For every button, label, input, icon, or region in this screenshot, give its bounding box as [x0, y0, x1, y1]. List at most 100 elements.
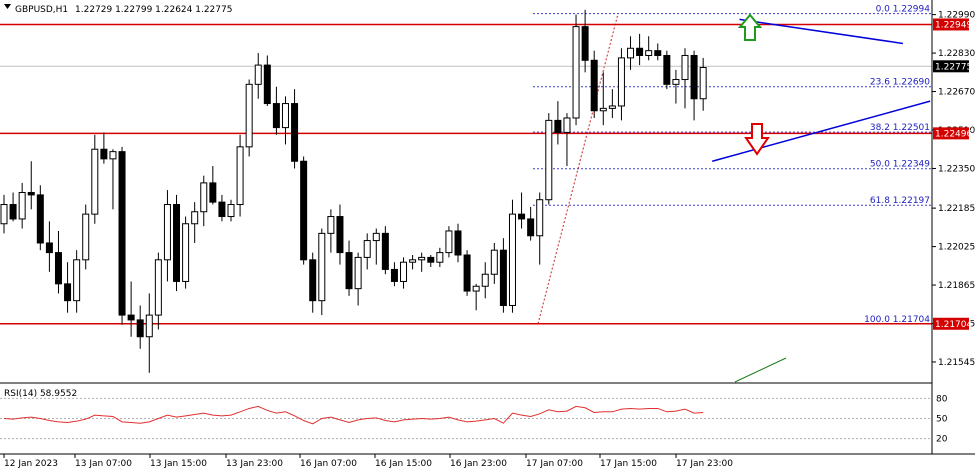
fib-level-label: 23.6 1.22690: [870, 78, 930, 88]
candle-bear: [636, 47, 644, 56]
candle-bull: [545, 119, 553, 201]
candle-bull: [572, 26, 580, 119]
candle-bull: [608, 105, 616, 109]
rsi-tick-label: 50: [936, 415, 948, 425]
candle-bear: [127, 314, 135, 321]
collapse-triangle-icon[interactable]: [4, 4, 11, 9]
candle-bull: [254, 64, 262, 85]
candle-bear: [345, 252, 353, 290]
candle-bear: [36, 194, 44, 244]
candle-bull: [400, 261, 408, 282]
price-tick-label: 1.21545: [938, 358, 975, 368]
candle-bear: [381, 232, 389, 270]
price-tick-label: 1.22025: [938, 243, 975, 253]
candle-bear: [518, 213, 526, 220]
rsi-tick-label: 80: [936, 394, 948, 404]
candle-bear: [427, 256, 435, 263]
candle-bull: [508, 213, 516, 306]
price-tag-box: [933, 60, 969, 73]
price-tag-box: [933, 18, 969, 31]
candle-bull: [191, 211, 199, 225]
candle-bull: [182, 223, 190, 282]
time-tick-label: 13 Jan 07:00: [75, 459, 132, 469]
candle-bear: [118, 151, 126, 316]
candle-bull: [82, 213, 90, 261]
candle-bear: [263, 64, 271, 105]
price-tag-box: [933, 127, 969, 140]
candle-bull: [327, 216, 335, 234]
candle-bear: [291, 103, 299, 162]
candle-bull: [599, 107, 607, 112]
candle-bull: [163, 204, 171, 261]
candle-bear: [272, 103, 280, 129]
candle-bear: [654, 50, 662, 56]
arrow-down-icon: [744, 123, 770, 156]
time-tick-label: 16 Jan 15:00: [375, 459, 432, 469]
rsi-tick-label: 20: [936, 435, 948, 445]
time-tick-label: 16 Jan 23:00: [450, 459, 507, 469]
price-tag-label: 1.21704: [935, 320, 972, 330]
price-tag-box: [933, 317, 969, 330]
candle-bear: [590, 59, 598, 112]
candle-bear: [300, 160, 308, 261]
fib-level-label: 100.0 1.21704: [864, 315, 930, 325]
rsi-pane: 80 50 20: [0, 394, 948, 445]
candle-bear: [309, 259, 317, 302]
rsi-line: [3, 405, 704, 425]
candle-bull: [536, 199, 544, 237]
candle-bull: [672, 79, 680, 85]
time-tick-label: 13 Jan 23:00: [226, 459, 283, 469]
candle-bull: [200, 182, 208, 213]
price-tag-label: 1.22496: [935, 129, 972, 139]
candle-bull: [699, 67, 707, 100]
candle-bull: [73, 259, 81, 302]
price-tick-label: 1.22350: [938, 164, 975, 174]
candle-bull: [681, 54, 689, 81]
candle-bear: [336, 216, 344, 254]
candle-bull: [617, 57, 625, 107]
time-tick-label: 12 Jan 2023: [4, 459, 58, 469]
time-tick-label: 16 Jan 07:00: [300, 459, 357, 469]
candle-bear: [690, 54, 698, 100]
symbol-label: GBPUSD,H1: [15, 5, 68, 15]
candle-bull: [372, 232, 380, 242]
candle-bull: [645, 50, 653, 56]
candle-bear: [663, 54, 671, 85]
candle-bull: [227, 204, 235, 218]
candle-bear: [100, 148, 108, 160]
candle-bear: [64, 283, 72, 302]
candle-bear: [218, 201, 226, 218]
time-tick-label: 13 Jan 15:00: [150, 459, 207, 469]
candle-bull: [472, 285, 480, 292]
candle-bull: [109, 151, 117, 160]
candle-bull: [563, 117, 571, 133]
candle-bear: [54, 252, 62, 285]
fib-level-label: 61.8 1.22197: [870, 196, 930, 206]
candle-bear: [27, 192, 35, 196]
drawings-layer: [712, 13, 931, 383]
candle-bull: [318, 232, 326, 302]
ohlc-readout: 1.22729 1.22799 1.22624 1.22775: [75, 5, 232, 15]
candle-bull: [409, 259, 417, 263]
triangle-lower-line: [712, 100, 931, 162]
candle-bull: [627, 47, 635, 59]
price-tick-label: 1.22670: [938, 88, 975, 98]
candle-bull: [154, 259, 162, 316]
candle-bear: [527, 218, 535, 237]
candle-bull: [490, 249, 498, 275]
fib-level-label: 50.0 1.22349: [870, 160, 930, 170]
candle-bull: [363, 240, 371, 258]
candle-bear: [581, 26, 589, 61]
candle-bull: [91, 148, 99, 215]
time-tick-label: 17 Jan 07:00: [526, 459, 583, 469]
candle-bull: [0, 204, 8, 225]
arrow-up-icon: [737, 13, 763, 41]
candle-bear: [45, 242, 53, 254]
candle-bear: [554, 119, 562, 133]
fib-level-label: 38.2 1.22501: [870, 123, 930, 133]
fib-trendline: [537, 13, 619, 324]
candle-bull: [354, 256, 362, 290]
candle-bull: [481, 273, 489, 287]
